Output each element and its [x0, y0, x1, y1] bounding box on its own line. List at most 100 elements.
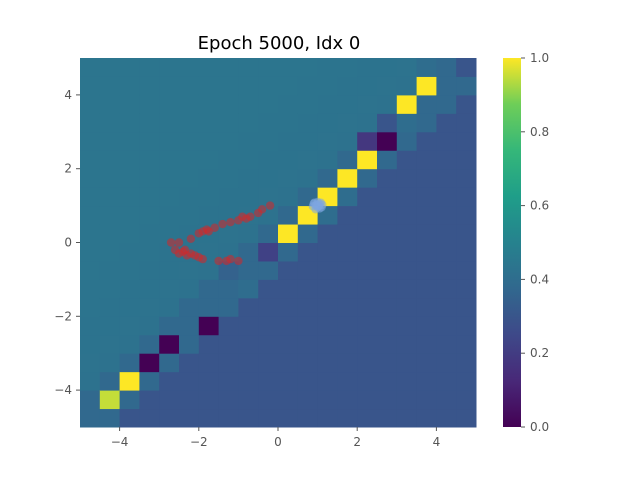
heatmap-cell	[436, 58, 457, 77]
heatmap-cell	[198, 205, 220, 225]
heatmap-cell	[119, 334, 140, 354]
heatmap-cell	[198, 58, 220, 77]
heatmap-cell	[179, 390, 200, 410]
heatmap-cell	[278, 242, 299, 262]
heatmap-cell	[416, 316, 437, 336]
heatmap-cell	[396, 76, 418, 96]
heatmap-cell	[317, 76, 338, 96]
heatmap-cell	[456, 150, 477, 170]
heatmap-cell	[258, 168, 279, 188]
heatmap-cell	[297, 94, 319, 114]
heatmap-cell	[218, 168, 239, 188]
heatmap-cell	[218, 334, 239, 354]
heatmap-cell	[357, 150, 378, 170]
heatmap-cell	[456, 187, 477, 207]
heatmap-cell	[396, 316, 418, 336]
heatmap-cell	[456, 371, 477, 391]
heatmap-cell	[258, 260, 279, 280]
heatmap-cell	[99, 76, 121, 96]
heatmap-cell	[416, 150, 437, 170]
heatmap-cell	[218, 297, 239, 317]
colorbar-tick-label: 0.6	[530, 199, 549, 213]
heatmap-cell	[159, 150, 180, 170]
heatmap-cell	[258, 390, 279, 410]
heatmap-cell	[357, 371, 378, 391]
heatmap-cell	[119, 187, 140, 207]
heatmap-cell	[258, 297, 279, 317]
heatmap-cell	[99, 94, 121, 114]
heatmap-cell	[456, 408, 477, 428]
heatmap-cell	[416, 205, 437, 225]
heatmap-cell	[139, 408, 160, 428]
heatmap-cell	[179, 94, 200, 114]
heatmap-cell	[258, 187, 279, 207]
heatmap-cell	[337, 334, 358, 354]
heatmap-cell	[119, 131, 140, 151]
heatmap-cell	[198, 371, 220, 391]
heatmap-cell	[119, 371, 140, 391]
scatter-point	[226, 254, 235, 264]
heatmap-cell	[337, 390, 358, 410]
heatmap-cell	[218, 187, 239, 207]
heatmap-cells	[80, 58, 477, 428]
heatmap-cell	[119, 168, 140, 188]
heatmap-cell	[198, 150, 220, 170]
heatmap-cell	[377, 279, 398, 299]
heatmap-cell	[139, 371, 160, 391]
heatmap-cell	[337, 242, 358, 262]
heatmap-cell	[218, 94, 239, 114]
heatmap-cell	[436, 390, 457, 410]
heatmap-cell	[218, 390, 239, 410]
heatmap-cell	[337, 279, 358, 299]
heatmap-cell	[179, 297, 200, 317]
heatmap-cell	[377, 76, 398, 96]
heatmap-cell	[317, 297, 338, 317]
heatmap-cell	[198, 187, 220, 207]
heatmap-cell	[139, 168, 160, 188]
heatmap-cell	[357, 58, 378, 77]
x-tick-label: −2	[190, 435, 208, 449]
heatmap-cell	[238, 113, 259, 133]
heatmap-cell	[159, 279, 180, 299]
y-tick-label: 0	[64, 236, 72, 250]
heatmap-cell	[278, 205, 299, 225]
heatmap-cell	[179, 316, 200, 336]
heatmap-cell	[218, 371, 239, 391]
heatmap-cell	[258, 131, 279, 151]
heatmap-cell	[377, 353, 398, 373]
heatmap-cell	[159, 297, 180, 317]
heatmap-cell	[337, 297, 358, 317]
heatmap-cell	[377, 113, 398, 133]
heatmap-cell	[80, 353, 101, 373]
heatmap-cell	[317, 224, 338, 243]
heatmap-cell	[258, 94, 279, 114]
heatmap-cell	[99, 371, 121, 391]
heatmap-cell	[357, 168, 378, 188]
heatmap-cell	[416, 168, 437, 188]
heatmap-cell	[139, 242, 160, 262]
heatmap-cell	[416, 187, 437, 207]
heatmap-cell	[80, 168, 101, 188]
heatmap-cell	[119, 297, 140, 317]
heatmap-cell	[297, 224, 319, 243]
heatmap-cell	[258, 242, 279, 262]
heatmap-cell	[456, 260, 477, 280]
heatmap-cell	[238, 76, 259, 96]
heatmap-cell	[159, 113, 180, 133]
heatmap-cell	[179, 150, 200, 170]
heatmap-cell	[357, 113, 378, 133]
heatmap-cell	[357, 187, 378, 207]
heatmap-cell	[139, 334, 160, 354]
heatmap-cell	[80, 113, 101, 133]
heatmap-cell	[99, 150, 121, 170]
heatmap-cell	[317, 242, 338, 262]
heatmap-cell	[80, 371, 101, 391]
heatmap-cell	[436, 334, 457, 354]
heatmap-cell	[258, 334, 279, 354]
heatmap-cell	[337, 316, 358, 336]
heatmap-cell	[238, 316, 259, 336]
heatmap-cell	[139, 58, 160, 77]
heatmap-cell	[436, 316, 457, 336]
heatmap-cell	[436, 224, 457, 243]
heatmap-cell	[258, 316, 279, 336]
